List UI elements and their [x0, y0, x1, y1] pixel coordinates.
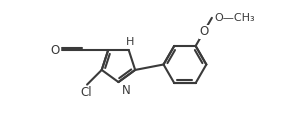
Text: O: O [199, 25, 208, 38]
Text: O—CH₃: O—CH₃ [214, 13, 255, 23]
Text: O: O [51, 44, 60, 57]
Text: Cl: Cl [80, 86, 92, 99]
Text: H: H [126, 37, 134, 47]
Text: N: N [122, 84, 130, 97]
